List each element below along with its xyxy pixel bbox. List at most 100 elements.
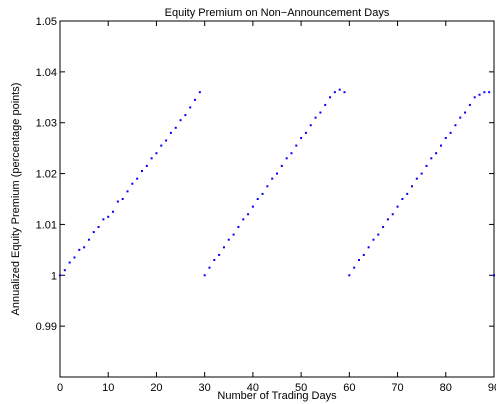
x-tick-label: 40 [247, 382, 259, 394]
x-tick-label: 70 [391, 382, 403, 394]
data-point [169, 131, 172, 134]
data-point [362, 253, 365, 256]
data-point [488, 91, 491, 94]
data-point [348, 274, 351, 277]
data-point [276, 172, 278, 175]
data-point [160, 144, 163, 147]
data-point [136, 177, 139, 180]
data-point [353, 266, 356, 269]
data-point [247, 213, 250, 216]
data-point [222, 246, 225, 249]
data-point [290, 152, 293, 155]
data-point [131, 182, 134, 185]
x-tick-label: 90 [488, 382, 496, 394]
data-point [309, 124, 312, 127]
data-point [232, 233, 235, 236]
data-point [256, 198, 259, 200]
y-tick-label: 1.01 [36, 219, 57, 231]
data-point [430, 157, 433, 160]
data-point [87, 238, 90, 241]
data-point [367, 246, 370, 249]
data-point [218, 253, 221, 256]
data-point [266, 185, 269, 188]
data-point [396, 205, 399, 208]
data-point [415, 177, 418, 180]
data-point [425, 164, 428, 167]
data-point [338, 88, 341, 91]
y-tick-label: 1.04 [36, 67, 57, 79]
data-point [179, 119, 182, 122]
data-point [145, 164, 148, 167]
y-tick-label: 1.03 [36, 118, 57, 130]
data-point [68, 261, 71, 264]
data-point [97, 225, 100, 228]
y-tick-label: 1 [51, 270, 57, 282]
data-point [227, 238, 230, 241]
data-point [493, 274, 495, 277]
x-tick-label: 50 [295, 382, 307, 394]
data-point [372, 238, 375, 241]
x-tick-label: 60 [343, 382, 355, 394]
x-tick-label: 20 [150, 382, 162, 394]
data-point [92, 231, 95, 234]
x-tick-label: 80 [440, 382, 452, 394]
data-point [459, 116, 462, 119]
data-point [464, 111, 467, 114]
data-point [107, 215, 110, 218]
data-point [198, 91, 201, 94]
data-point [483, 91, 486, 94]
x-axis-label: Number of Trading Days [217, 390, 337, 402]
data-point [382, 225, 385, 228]
chart-title: Equity Premium on Non−Announcement Days [165, 7, 390, 19]
data-point [304, 131, 307, 134]
data-point [295, 144, 298, 147]
data-point [112, 210, 115, 213]
data-point [300, 136, 303, 139]
data-point [208, 266, 211, 269]
data-point [439, 144, 442, 147]
data-point [324, 103, 327, 106]
data-point [435, 152, 438, 155]
data-point [184, 114, 187, 117]
data-point [357, 259, 360, 262]
data-point [280, 164, 283, 167]
data-point [59, 274, 61, 277]
y-axis-label: Annualized Equity Premium (percentage po… [10, 83, 22, 316]
axis-ticks [59, 20, 495, 377]
data-point [242, 218, 245, 221]
data-point [333, 91, 336, 94]
data-point [73, 256, 76, 259]
plot-area [59, 20, 495, 378]
data-point [444, 136, 447, 139]
data-point [314, 116, 317, 119]
x-tick-label: 10 [102, 382, 114, 394]
data-point [454, 124, 457, 127]
data-point [386, 218, 389, 221]
data-point [473, 96, 476, 99]
data-point [420, 172, 423, 175]
data-point [83, 246, 86, 249]
data-point [329, 96, 332, 99]
data-point [406, 192, 409, 195]
axis-tick-labels: 0 10 20 30 40 50 60 70 80 90 0.99 1 1.01 1.02 1.03 1.04… [36, 16, 496, 394]
y-tick-label: 1.02 [36, 169, 57, 181]
y-tick-label: 0.99 [36, 321, 57, 333]
data-point [377, 233, 380, 236]
data-point [126, 190, 129, 193]
data-point [116, 200, 119, 203]
data-point [319, 111, 322, 114]
data-point [150, 157, 153, 160]
data-points [59, 88, 495, 277]
data-point [401, 198, 404, 200]
x-tick-label: 30 [199, 382, 211, 394]
data-point [213, 259, 216, 262]
data-point [140, 170, 143, 173]
data-point [251, 205, 254, 208]
data-point [165, 139, 168, 142]
data-point [102, 218, 105, 221]
data-point [78, 248, 81, 251]
data-point [203, 274, 206, 277]
data-point [155, 152, 158, 155]
data-point [449, 131, 452, 134]
